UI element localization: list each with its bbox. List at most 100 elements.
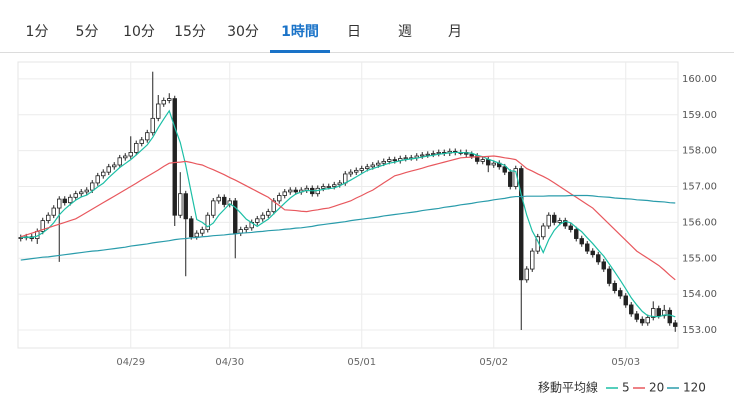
- candle-body: [337, 182, 342, 186]
- candle-body: [46, 214, 51, 222]
- candle-body: [618, 290, 623, 297]
- candle-body: [343, 173, 348, 184]
- candle-body: [123, 155, 128, 159]
- candle-body: [359, 168, 364, 171]
- candle-body: [117, 157, 122, 166]
- candle-body: [376, 162, 381, 166]
- y-tick-label: 157.00: [682, 182, 717, 193]
- candle-body: [508, 171, 513, 187]
- candle-body: [128, 152, 133, 157]
- candle-body: [552, 214, 557, 223]
- candle-body: [255, 218, 260, 223]
- candle-body: [216, 196, 221, 202]
- tab[interactable]: 30分: [227, 24, 259, 40]
- candle-body: [546, 214, 551, 227]
- candle-body: [667, 309, 672, 324]
- candle-body: [332, 184, 337, 187]
- candle-body: [172, 98, 177, 216]
- candle-body: [491, 162, 496, 166]
- plot-frame: [17, 61, 679, 349]
- candle-body: [183, 193, 188, 220]
- candle-body: [563, 220, 568, 227]
- candle-body: [480, 159, 485, 162]
- candle-body: [557, 220, 562, 223]
- tab[interactable]: 月: [448, 24, 462, 40]
- candle-body: [134, 143, 139, 153]
- candle-body: [354, 169, 359, 173]
- x-tick-label: 05/02: [479, 357, 508, 368]
- candle-body: [403, 157, 408, 160]
- tab[interactable]: 5分: [76, 24, 99, 40]
- legend-label: 5: [622, 381, 630, 395]
- candle-body: [431, 153, 436, 155]
- candle-body: [524, 268, 529, 281]
- y-tick-label: 158.00: [682, 146, 717, 157]
- tab-underline: [270, 50, 330, 53]
- x-tick-label: 04/30: [215, 357, 244, 368]
- candle-body: [73, 193, 78, 198]
- candle-body: [150, 117, 155, 134]
- candle-body: [585, 243, 590, 252]
- candle-body: [392, 159, 397, 162]
- candle-body: [673, 322, 678, 327]
- ma-line: [20, 155, 676, 281]
- tab[interactable]: 15分: [174, 24, 206, 40]
- candle-body: [519, 168, 524, 281]
- tab[interactable]: 10分: [123, 24, 155, 40]
- y-tick-label: 154.00: [682, 289, 717, 300]
- candle-body: [574, 229, 579, 239]
- candle-body: [106, 166, 111, 173]
- y-tick-label: 155.00: [682, 253, 717, 264]
- legend-title: 移動平均線: [538, 380, 598, 395]
- candle-body: [200, 229, 205, 234]
- candle-body: [95, 175, 100, 184]
- candle-body: [288, 189, 293, 193]
- candle-body: [601, 261, 606, 270]
- candle-body: [590, 250, 595, 256]
- candle-body: [84, 189, 89, 193]
- candle-body: [629, 304, 634, 315]
- tab[interactable]: 1時間: [281, 23, 319, 40]
- candle-body: [189, 218, 194, 238]
- candle-body: [436, 152, 441, 154]
- candle-body: [139, 139, 144, 144]
- candle-body: [293, 189, 298, 193]
- tab[interactable]: 1分: [26, 24, 49, 40]
- candle-body: [370, 164, 375, 168]
- candle-body: [579, 238, 584, 245]
- legend-label: 120: [683, 381, 706, 395]
- candle-body: [475, 155, 480, 162]
- candle-body: [112, 164, 117, 168]
- x-tick-label: 05/03: [611, 357, 640, 368]
- candle-body: [222, 196, 227, 205]
- candle-body: [365, 166, 370, 169]
- candle-body: [68, 196, 73, 204]
- candle-body: [607, 268, 612, 284]
- candle-body: [161, 99, 166, 105]
- candle-body: [387, 159, 392, 162]
- candle-body: [662, 309, 667, 317]
- candle-body: [656, 308, 661, 317]
- candle-body: [282, 191, 287, 196]
- candle-body: [90, 182, 95, 191]
- candle-body: [469, 153, 474, 157]
- candle-body: [645, 317, 650, 324]
- candle-body: [277, 195, 282, 202]
- candle-body: [79, 191, 84, 195]
- candle-body: [640, 318, 645, 324]
- ma-line: [20, 109, 676, 318]
- tab[interactable]: 週: [398, 24, 412, 40]
- candle-body: [612, 283, 617, 291]
- candle-body: [568, 225, 573, 230]
- y-tick-label: 153.00: [682, 325, 717, 336]
- candle-body: [178, 193, 183, 216]
- tab[interactable]: 日: [347, 24, 361, 40]
- candle-body: [156, 103, 161, 119]
- y-tick-label: 156.00: [682, 217, 717, 228]
- candle-body: [101, 171, 106, 177]
- candle-body: [51, 207, 56, 216]
- candle-body: [634, 313, 639, 320]
- candle-body: [205, 214, 210, 230]
- ma-line: [20, 194, 676, 261]
